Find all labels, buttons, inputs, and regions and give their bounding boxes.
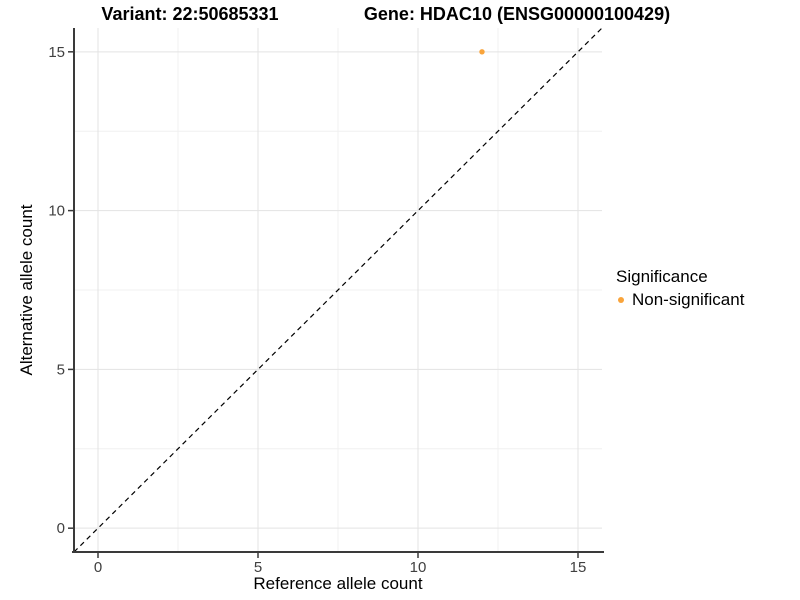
legend-title: Significance — [616, 267, 708, 286]
variant-title: Variant: 22:50685331 — [101, 4, 279, 24]
plot-panel: 0 5 10 15 0 5 10 15 — [48, 27, 604, 576]
identity-line — [73, 27, 603, 553]
y-tick-label: 5 — [57, 361, 65, 378]
legend: Significance Non-significant — [616, 267, 744, 309]
x-tick-label: 15 — [570, 559, 587, 576]
x-tick-label: 0 — [94, 559, 102, 576]
gene-title: Gene: HDAC10 (ENSG00000100429) — [363, 4, 671, 24]
y-axis-title: Alternative allele count — [17, 204, 36, 376]
y-tick-label: 0 — [57, 520, 65, 537]
x-tick-label: 10 — [410, 559, 427, 576]
x-axis-title: Reference allele count — [253, 574, 423, 593]
legend-item: Non-significant — [616, 290, 744, 309]
x-tick-label: 5 — [254, 559, 262, 576]
y-tick-label: 15 — [48, 44, 65, 61]
legend-point-icon — [618, 296, 624, 303]
y-tick-label: 10 — [48, 203, 65, 220]
data-point — [479, 49, 485, 55]
legend-item-label: Non-significant — [632, 290, 745, 309]
